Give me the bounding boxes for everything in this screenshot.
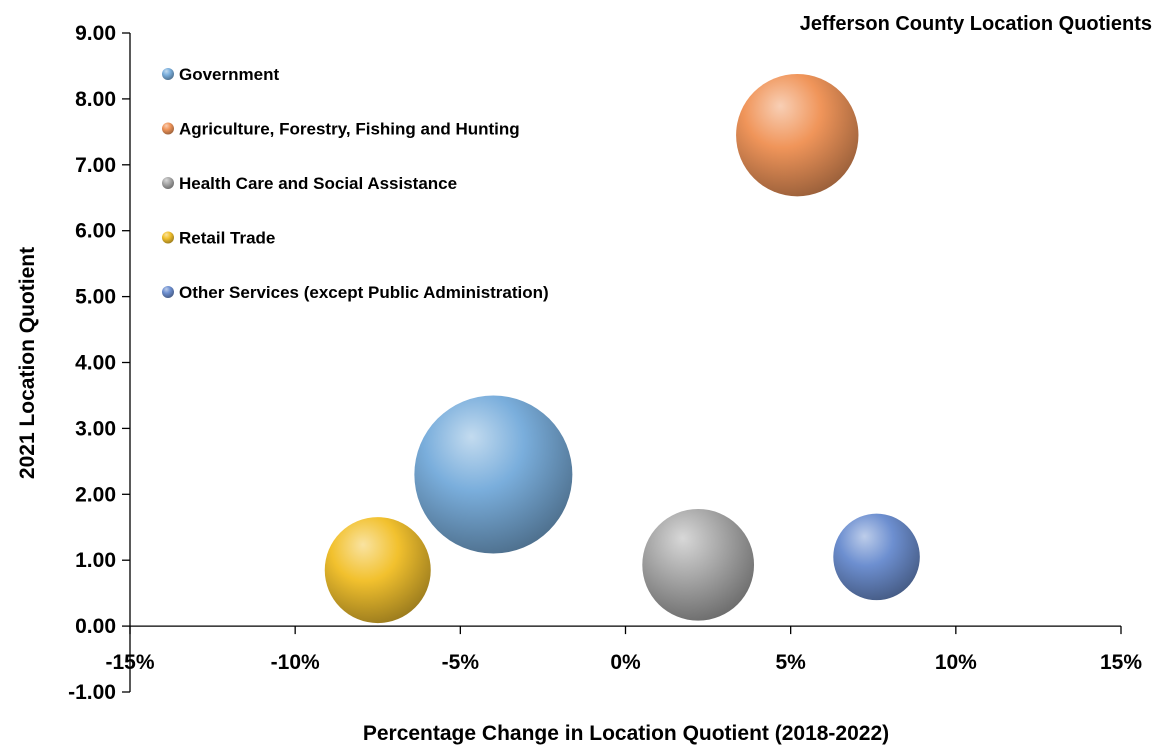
- x-tick-label: -5%: [442, 651, 480, 674]
- x-tick-label: 10%: [935, 651, 977, 674]
- legend: Government Agriculture, Forestry, Fishing…: [162, 65, 549, 302]
- chart-title: Jefferson County Location Quotients: [800, 13, 1152, 35]
- x-tick-label: -10%: [271, 651, 320, 674]
- bubble-health-care-and-social-assistance: [642, 508, 755, 621]
- legend-marker: [162, 68, 174, 80]
- y-tick-label: 7.00: [75, 154, 116, 177]
- y-tick-label: 8.00: [75, 88, 116, 111]
- y-tick-label: 6.00: [75, 220, 116, 243]
- legend-marker: [162, 231, 174, 244]
- x-tick-label: 0%: [610, 651, 641, 674]
- bubble-agriculture-forestry-fishing-and-hunting: [736, 73, 859, 197]
- y-tick-label: 9.00: [75, 22, 116, 45]
- legend-label: Retail Trade: [179, 229, 275, 248]
- legend-label: Government: [179, 65, 279, 84]
- y-tick-label: 5.00: [75, 286, 116, 309]
- bubble-other-services-except-public-administration: [833, 513, 920, 601]
- bubble-government: [414, 395, 573, 554]
- x-tick-label: 5%: [775, 651, 806, 674]
- y-tick-label: 2.00: [75, 483, 116, 506]
- y-axis-title: 2021 Location Quotient: [16, 247, 39, 479]
- y-tick-label: 3.00: [75, 417, 116, 440]
- legend-label: Other Services (except Public Administra…: [179, 283, 549, 302]
- legend-label: Agriculture, Forestry, Fishing and Hunti…: [179, 120, 520, 139]
- bubble-retail-trade: [324, 517, 431, 624]
- y-tick-label: 1.00: [75, 549, 116, 572]
- y-tick-label: -1.00: [68, 681, 116, 704]
- bubbles: [324, 73, 920, 624]
- axes: 9.00 8.00 7.00 6.00 5.00 4.00 3.00 2.00 1.00 0.00…: [68, 22, 1142, 704]
- x-tick-label: 15%: [1100, 651, 1142, 674]
- y-tick-label: 4.00: [75, 352, 116, 375]
- x-tick-label: -15%: [105, 651, 154, 674]
- x-axis-title: Percentage Change in Location Quotient (…: [363, 722, 889, 745]
- legend-marker: [162, 122, 174, 135]
- legend-marker: [162, 177, 174, 189]
- legend-marker: [162, 286, 174, 298]
- y-tick-label: 0.00: [75, 615, 116, 638]
- legend-label: Health Care and Social Assistance: [179, 174, 457, 193]
